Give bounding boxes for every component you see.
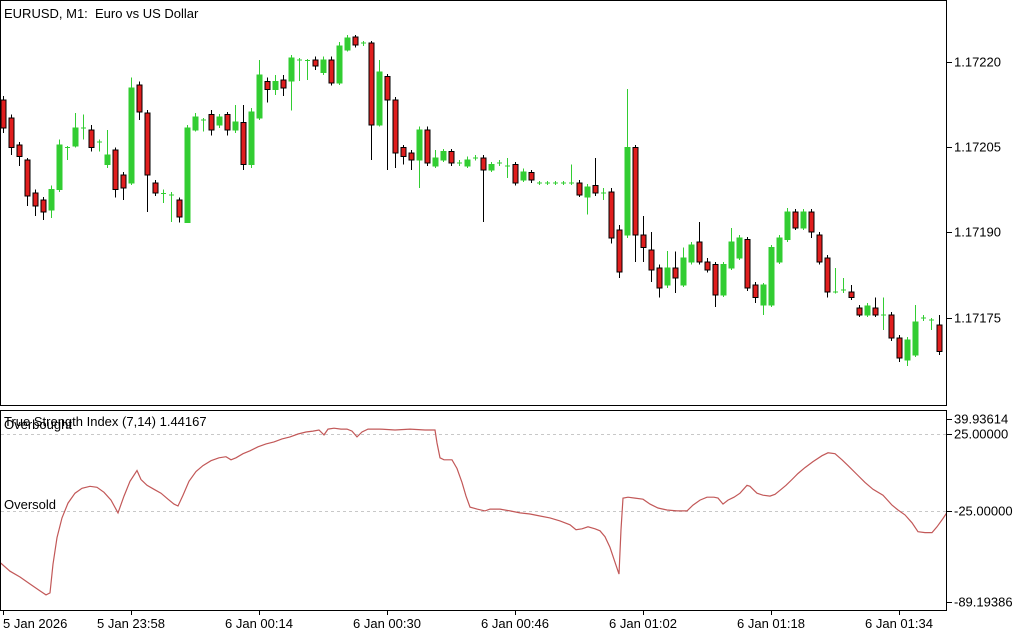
chart-title: EURUSD, M1: Euro vs US Dollar [4, 6, 199, 21]
price-axis-label: 1.17220 [954, 54, 1001, 70]
price-axis-label: 1.17190 [954, 224, 1001, 240]
time-axis-label: 6 Jan 00:14 [225, 616, 293, 631]
time-axis-label: 6 Jan 00:30 [353, 616, 421, 631]
price-axis-label: 1.17175 [954, 310, 1001, 326]
time-axis-label: 6 Jan 01:18 [737, 616, 805, 631]
price-scale[interactable]: 1.17220 1.17205 1.17190 1.17175 39.93614 25.0… [947, 0, 1024, 611]
tsi-line [1, 427, 946, 596]
indicator-axis-label: -25.00000 [954, 503, 1013, 519]
time-axis-label: 5 Jan 23:58 [97, 616, 165, 631]
indicator-axis-label: 39.93614 [954, 411, 1009, 427]
time-axis-label: 6 Jan 01:34 [865, 616, 933, 631]
time-axis-label: 6 Jan 00:46 [481, 616, 549, 631]
price-axis-label: 1.17205 [954, 139, 1001, 155]
oversold-level-label: Oversold [4, 497, 57, 512]
indicator-pane-frame [0, 410, 947, 611]
time-axis-label: 6 Jan 01:02 [609, 616, 677, 631]
indicator-axis-label: 25.00000 [954, 426, 1009, 442]
time-axis-label: 5 Jan 2026 [3, 616, 68, 631]
candles [1, 35, 943, 366]
time-scale[interactable]: 5 Jan 2026 5 Jan 23:58 6 Jan 00:14 6 Jan 00… [0, 611, 1024, 640]
indicator-title: True Strength Index (7,14) 1.44167 [4, 414, 207, 429]
overbought-level-label: Overbought [4, 417, 72, 432]
price-pane-frame [0, 0, 947, 406]
indicator-axis-label: -89.19386 [954, 594, 1013, 610]
